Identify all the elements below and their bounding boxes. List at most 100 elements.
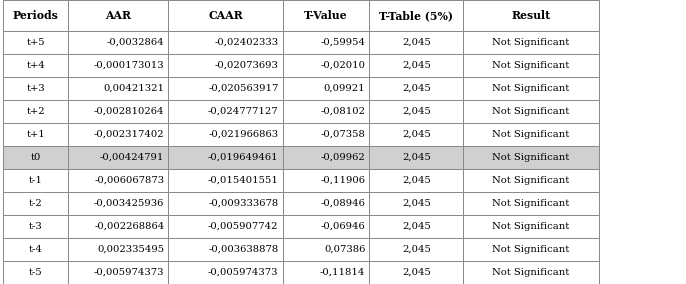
- Bar: [169, 169, 283, 192]
- Bar: [463, 77, 599, 100]
- Text: -0,005907742: -0,005907742: [208, 222, 279, 231]
- Bar: [370, 31, 463, 54]
- Text: 0,00421321: 0,00421321: [104, 84, 165, 93]
- Text: t-1: t-1: [29, 176, 43, 185]
- Text: 2,045: 2,045: [402, 199, 431, 208]
- Text: -0,002810264: -0,002810264: [94, 107, 165, 116]
- Bar: [283, 54, 370, 77]
- Bar: [169, 123, 283, 146]
- Bar: [370, 77, 463, 100]
- Text: -0,000173013: -0,000173013: [94, 61, 165, 70]
- Text: Periods: Periods: [13, 10, 58, 21]
- Text: -0,003638878: -0,003638878: [208, 245, 279, 254]
- Text: Not Significant: Not Significant: [493, 61, 570, 70]
- Bar: [370, 146, 463, 169]
- Text: -0,02402333: -0,02402333: [214, 38, 279, 47]
- Bar: [463, 192, 599, 215]
- Bar: [3, 31, 68, 54]
- Bar: [283, 123, 370, 146]
- Text: -0,009333678: -0,009333678: [208, 199, 279, 208]
- Text: -0,00424791: -0,00424791: [100, 153, 165, 162]
- Bar: [68, 261, 169, 284]
- Bar: [463, 0, 599, 31]
- Text: -0,003425936: -0,003425936: [94, 199, 165, 208]
- Bar: [463, 146, 599, 169]
- Bar: [370, 54, 463, 77]
- Bar: [68, 54, 169, 77]
- Bar: [283, 31, 370, 54]
- Bar: [169, 215, 283, 238]
- Text: t+4: t+4: [26, 61, 45, 70]
- Bar: [3, 261, 68, 284]
- Text: t-3: t-3: [29, 222, 43, 231]
- Bar: [3, 100, 68, 123]
- Text: -0,07358: -0,07358: [320, 130, 366, 139]
- Text: Not Significant: Not Significant: [493, 84, 570, 93]
- Bar: [463, 123, 599, 146]
- Bar: [463, 215, 599, 238]
- Bar: [68, 192, 169, 215]
- Bar: [3, 192, 68, 215]
- Text: AAR: AAR: [105, 10, 131, 21]
- Text: t+1: t+1: [26, 130, 45, 139]
- Text: CAAR: CAAR: [208, 10, 243, 21]
- Bar: [169, 100, 283, 123]
- Bar: [370, 192, 463, 215]
- Text: 2,045: 2,045: [402, 245, 431, 254]
- Bar: [283, 77, 370, 100]
- Bar: [283, 146, 370, 169]
- Text: Not Significant: Not Significant: [493, 38, 570, 47]
- Text: Not Significant: Not Significant: [493, 176, 570, 185]
- Bar: [169, 192, 283, 215]
- Bar: [3, 77, 68, 100]
- Text: -0,005974373: -0,005974373: [94, 268, 165, 277]
- Text: 2,045: 2,045: [402, 153, 431, 162]
- Bar: [3, 169, 68, 192]
- Text: 2,045: 2,045: [402, 107, 431, 116]
- Bar: [463, 54, 599, 77]
- Bar: [68, 77, 169, 100]
- Bar: [283, 215, 370, 238]
- Bar: [68, 0, 169, 31]
- Bar: [3, 0, 68, 31]
- Bar: [68, 169, 169, 192]
- Text: 2,045: 2,045: [402, 176, 431, 185]
- Text: 0,002335495: 0,002335495: [97, 245, 165, 254]
- Bar: [169, 261, 283, 284]
- Text: 0,07386: 0,07386: [324, 245, 366, 254]
- Text: 2,045: 2,045: [402, 268, 431, 277]
- Text: -0,08102: -0,08102: [320, 107, 366, 116]
- Bar: [68, 215, 169, 238]
- Text: -0,59954: -0,59954: [320, 38, 366, 47]
- Text: -0,002317402: -0,002317402: [94, 130, 165, 139]
- Text: -0,006067873: -0,006067873: [94, 176, 165, 185]
- Text: -0,02010: -0,02010: [320, 61, 366, 70]
- Text: -0,11906: -0,11906: [320, 176, 366, 185]
- Bar: [3, 54, 68, 77]
- Bar: [283, 261, 370, 284]
- Bar: [370, 100, 463, 123]
- Bar: [3, 146, 68, 169]
- Bar: [370, 238, 463, 261]
- Bar: [169, 77, 283, 100]
- Text: Not Significant: Not Significant: [493, 268, 570, 277]
- Text: -0,09962: -0,09962: [320, 153, 366, 162]
- Bar: [169, 31, 283, 54]
- Text: 2,045: 2,045: [402, 84, 431, 93]
- Text: 2,045: 2,045: [402, 38, 431, 47]
- Bar: [3, 123, 68, 146]
- Bar: [370, 123, 463, 146]
- Text: 2,045: 2,045: [402, 61, 431, 70]
- Bar: [463, 261, 599, 284]
- Text: Result: Result: [512, 10, 551, 21]
- Bar: [370, 215, 463, 238]
- Bar: [68, 238, 169, 261]
- Text: Not Significant: Not Significant: [493, 245, 570, 254]
- Text: -0,11814: -0,11814: [320, 268, 366, 277]
- Text: -0,021966863: -0,021966863: [209, 130, 279, 139]
- Text: Not Significant: Not Significant: [493, 107, 570, 116]
- Bar: [283, 100, 370, 123]
- Text: 0,09921: 0,09921: [324, 84, 366, 93]
- Bar: [68, 123, 169, 146]
- Text: t+5: t+5: [26, 38, 45, 47]
